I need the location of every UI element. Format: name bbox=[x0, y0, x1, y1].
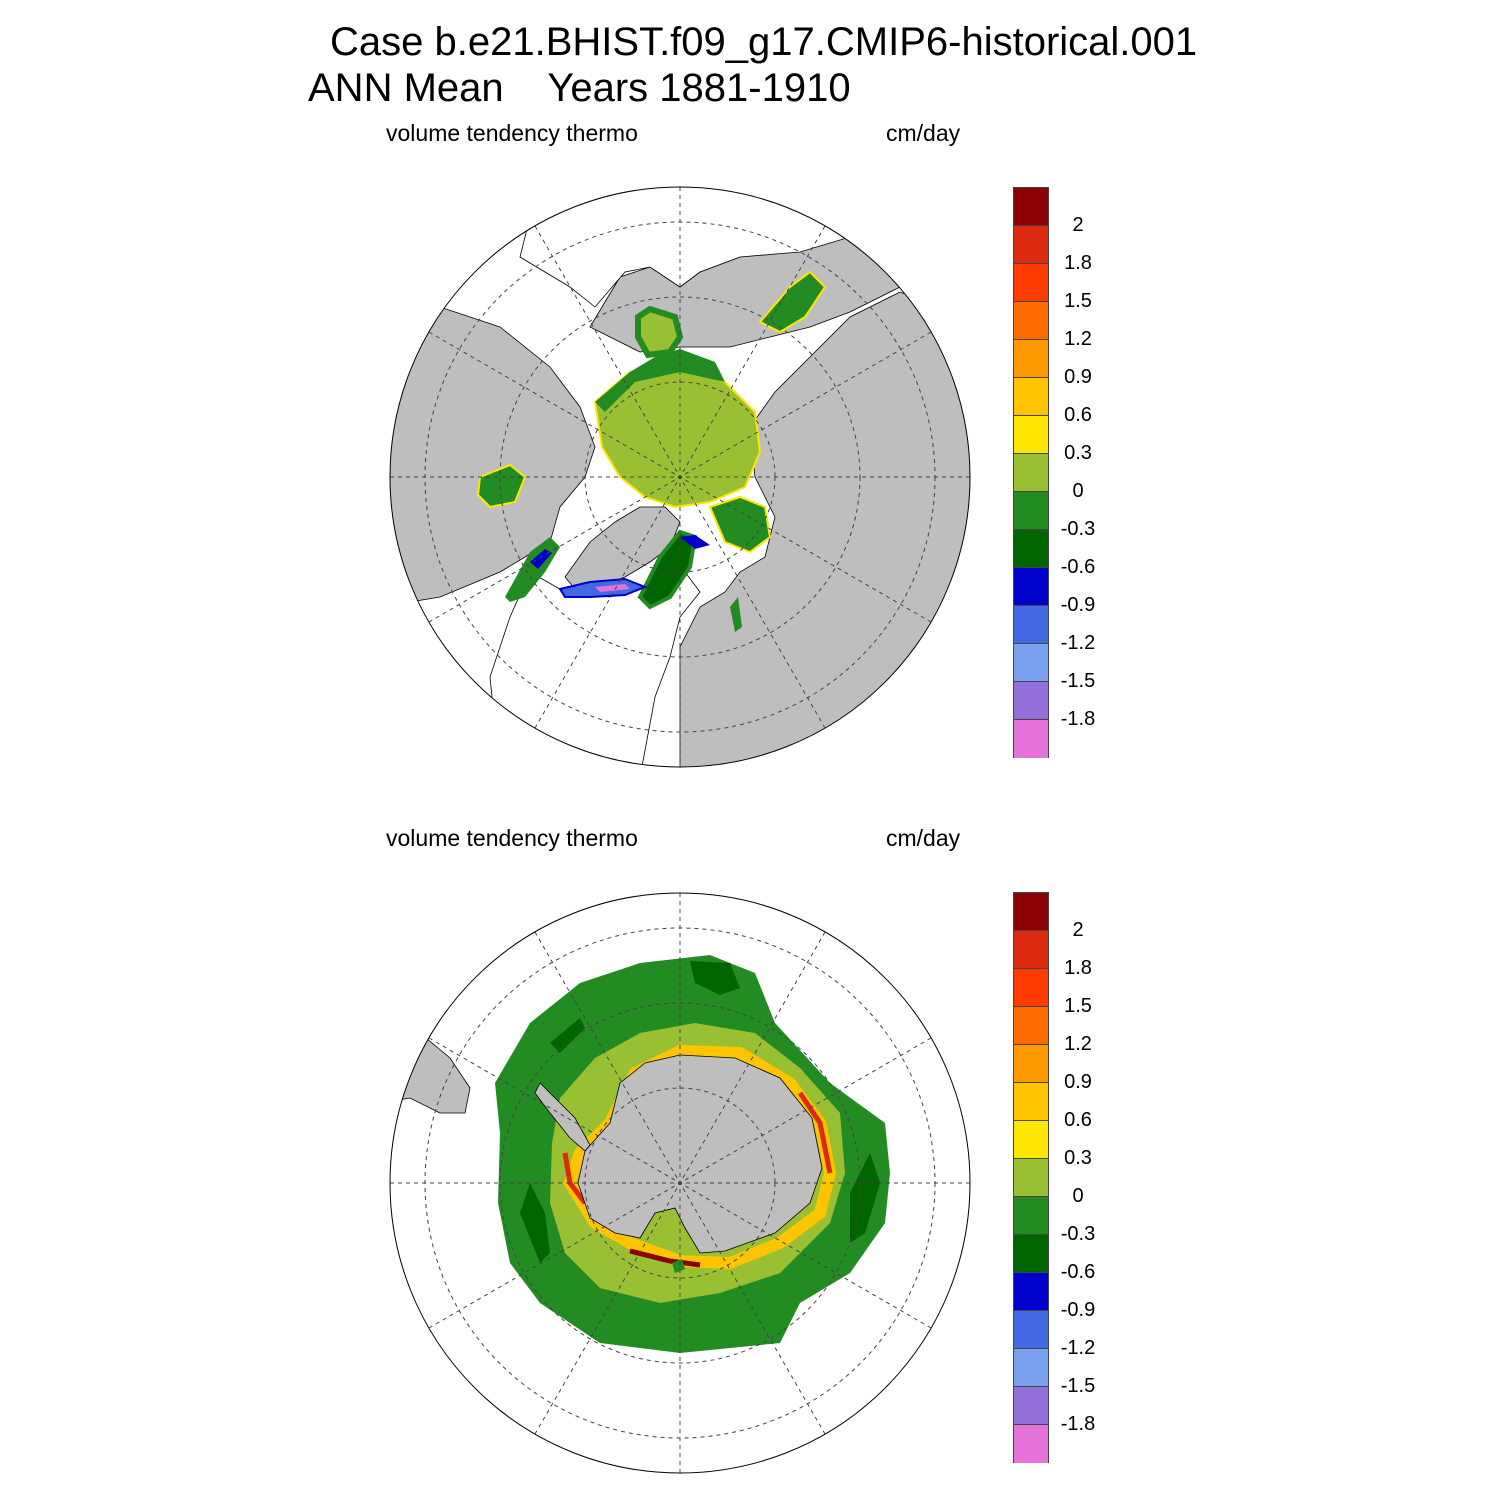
colorbar-tick-label: 0.3 bbox=[1064, 1147, 1092, 1169]
colorbar-swatch bbox=[1014, 1083, 1048, 1121]
north-ice-greenland-sea bbox=[637, 529, 698, 610]
colorbar-swatch bbox=[1014, 454, 1048, 492]
north-colorbar-ticks: 2 1.8 1.5 1.2 0.9 0.6 0.3 0 -0.3 -0.6 -0.9 -1.2 -1.5… bbox=[1058, 187, 1118, 758]
colorbar-tick-label: 0 bbox=[1072, 1185, 1084, 1207]
colorbar-tick-label: -0.9 bbox=[1060, 1299, 1096, 1321]
north-graticule bbox=[390, 187, 970, 767]
colorbar-tick-label: 0 bbox=[1072, 480, 1084, 502]
colorbar-swatch bbox=[1014, 1197, 1048, 1235]
south-ice-red-fringe-east bbox=[797, 1091, 833, 1174]
colorbar-tick-label: 2 bbox=[1072, 214, 1084, 236]
colorbar-tick-label: 1.2 bbox=[1064, 328, 1092, 350]
colorbar-swatch bbox=[1014, 1387, 1048, 1425]
colorbar-swatch bbox=[1014, 1311, 1048, 1349]
north-ice-greenland-blue bbox=[680, 535, 710, 549]
colorbar-tick-label: 0.6 bbox=[1064, 404, 1092, 426]
colorbar-swatch bbox=[1014, 340, 1048, 378]
north-panel-units-label: cm/day bbox=[886, 120, 961, 146]
colorbar-tick-label: 0.9 bbox=[1064, 1071, 1092, 1093]
north-ice-barents bbox=[708, 495, 772, 554]
south-graticule bbox=[390, 893, 970, 1473]
colorbar-tick-label: -1.5 bbox=[1060, 670, 1096, 692]
north-ice-irminger-pink bbox=[595, 584, 630, 592]
colorbar-tick-label: -0.6 bbox=[1060, 556, 1096, 578]
north-ice-okhotsk bbox=[758, 270, 827, 334]
north-ice-hudson-bay bbox=[476, 463, 527, 509]
colorbar-tick-label: 1.5 bbox=[1064, 290, 1092, 312]
south-map-border bbox=[389, 892, 971, 1474]
north-ice-pacific-band bbox=[595, 349, 725, 412]
colorbar-tick-label: -0.3 bbox=[1060, 1223, 1096, 1245]
colorbar-swatch bbox=[1014, 264, 1048, 302]
colorbar-swatch bbox=[1014, 188, 1048, 226]
colorbar-tick-label: 0.9 bbox=[1064, 366, 1092, 388]
colorbar-swatch bbox=[1014, 1045, 1048, 1083]
north-ice-bering-strait bbox=[635, 305, 684, 359]
colorbar-tick-label: -1.2 bbox=[1060, 1337, 1096, 1359]
colorbar-tick-label: 1.2 bbox=[1064, 1033, 1092, 1055]
south-land-antarctica bbox=[577, 1054, 823, 1254]
colorbar-swatch bbox=[1014, 1159, 1048, 1197]
colorbar-tick-label: -0.9 bbox=[1060, 594, 1096, 616]
figure-title-case: Case b.e21.BHIST.f09_g17.CMIP6-historica… bbox=[330, 20, 1198, 64]
colorbar-tick-label: 0.6 bbox=[1064, 1109, 1092, 1131]
south-panel-variable-label: volume tendency thermo bbox=[386, 825, 638, 851]
north-ice-baltic bbox=[730, 597, 742, 632]
colorbar-swatch bbox=[1014, 606, 1048, 644]
south-land-antarctic-peninsula bbox=[534, 1082, 591, 1152]
north-land-north-america bbox=[390, 306, 596, 608]
colorbar-swatch bbox=[1014, 530, 1048, 568]
colorbar-swatch bbox=[1014, 720, 1048, 758]
south-ice-red-fringe-south bbox=[629, 1248, 701, 1268]
colorbar-tick-label: -1.8 bbox=[1060, 1413, 1096, 1435]
colorbar-swatch bbox=[1014, 931, 1048, 969]
colorbar-swatch bbox=[1014, 1273, 1048, 1311]
colorbar-tick-label: -0.6 bbox=[1060, 1261, 1096, 1283]
colorbar-tick-label: 1.5 bbox=[1064, 995, 1092, 1017]
colorbar-swatch bbox=[1014, 1425, 1048, 1463]
south-panel-units-label: cm/day bbox=[886, 825, 961, 851]
colorbar-swatch bbox=[1014, 302, 1048, 340]
south-ice-ross-sea-green bbox=[672, 1259, 685, 1273]
colorbar-tick-label: 0.3 bbox=[1064, 442, 1092, 464]
colorbar-tick-label: -1.8 bbox=[1060, 708, 1096, 730]
colorbar-swatch bbox=[1014, 644, 1048, 682]
colorbar-swatch bbox=[1014, 568, 1048, 606]
north-map-border bbox=[389, 186, 971, 768]
colorbar-swatch bbox=[1014, 969, 1048, 1007]
colorbar-swatch bbox=[1014, 226, 1048, 264]
south-polar-map bbox=[389, 892, 971, 1474]
colorbar-tick-label: -0.3 bbox=[1060, 518, 1096, 540]
colorbar-swatch bbox=[1014, 492, 1048, 530]
north-colorbar bbox=[1013, 187, 1049, 758]
colorbar-tick-label: -1.5 bbox=[1060, 1375, 1096, 1397]
south-colorbar-ticks: 2 1.8 1.5 1.2 0.9 0.6 0.3 0 -0.3 -0.6 -0.9 -1.2 -1.5… bbox=[1058, 892, 1118, 1463]
figure-title-period: ANN Mean Years 1881-1910 bbox=[308, 66, 851, 110]
colorbar-swatch bbox=[1014, 1235, 1048, 1273]
colorbar-tick-label: 1.8 bbox=[1064, 252, 1092, 274]
colorbar-swatch bbox=[1014, 378, 1048, 416]
colorbar-tick-label: -1.2 bbox=[1060, 632, 1096, 654]
south-ice-dark-patch-west bbox=[520, 1183, 550, 1263]
south-ice-dark-patch-northwest bbox=[550, 1018, 585, 1053]
colorbar-swatch bbox=[1014, 416, 1048, 454]
colorbar-tick-label: 1.8 bbox=[1064, 957, 1092, 979]
south-ice-dark-patch-east bbox=[850, 1153, 880, 1243]
north-panel-variable-label: volume tendency thermo bbox=[386, 120, 638, 146]
south-colorbar bbox=[1013, 892, 1049, 1463]
colorbar-tick-label: 2 bbox=[1072, 919, 1084, 941]
colorbar-swatch bbox=[1014, 893, 1048, 931]
colorbar-swatch bbox=[1014, 682, 1048, 720]
colorbar-swatch bbox=[1014, 1121, 1048, 1159]
colorbar-swatch bbox=[1014, 1349, 1048, 1387]
colorbar-swatch bbox=[1014, 1007, 1048, 1045]
south-ice-dark-patch-north bbox=[690, 961, 740, 995]
north-polar-map bbox=[389, 186, 971, 768]
